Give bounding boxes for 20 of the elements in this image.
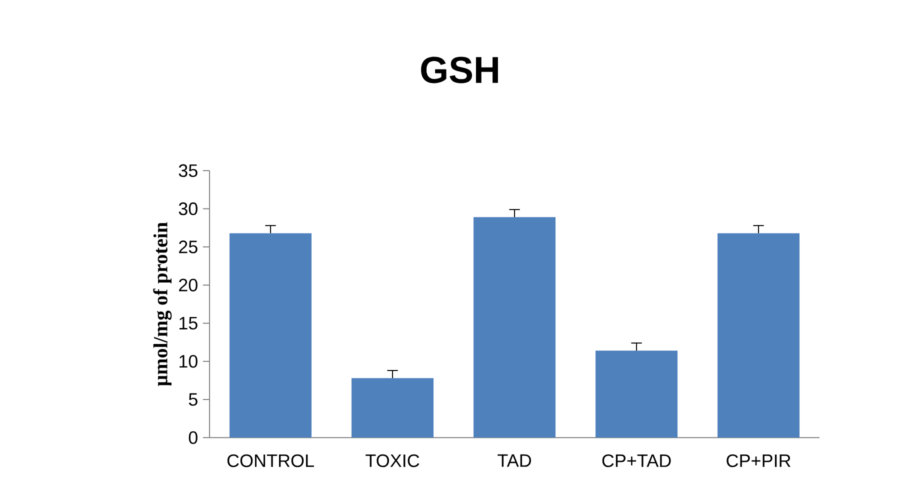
x-tick-label: CP+PIR <box>726 454 790 468</box>
y-tick-label: 10 <box>180 354 198 368</box>
bar <box>596 350 678 438</box>
y-axis-title: µmol/mg of protein <box>153 222 172 386</box>
x-tick-label: TAD <box>498 454 532 467</box>
y-tick-label: 20 <box>179 278 198 292</box>
y-tick-label: 25 <box>179 240 198 254</box>
x-tick-label: CP+TAD <box>602 454 671 468</box>
bar <box>718 233 800 438</box>
x-tick-label: TOXIC <box>366 454 420 468</box>
bar <box>474 217 556 438</box>
bar <box>230 233 312 438</box>
y-tick-label: 30 <box>178 202 198 216</box>
x-tick-label: CONTROL <box>227 454 314 468</box>
chart-title: GSH <box>421 56 498 84</box>
y-tick-label: 5 <box>188 393 198 406</box>
bar <box>352 378 434 438</box>
y-tick-label: 35 <box>178 164 198 178</box>
y-tick-label: 15 <box>180 316 198 330</box>
y-tick-label: 0 <box>188 431 198 444</box>
